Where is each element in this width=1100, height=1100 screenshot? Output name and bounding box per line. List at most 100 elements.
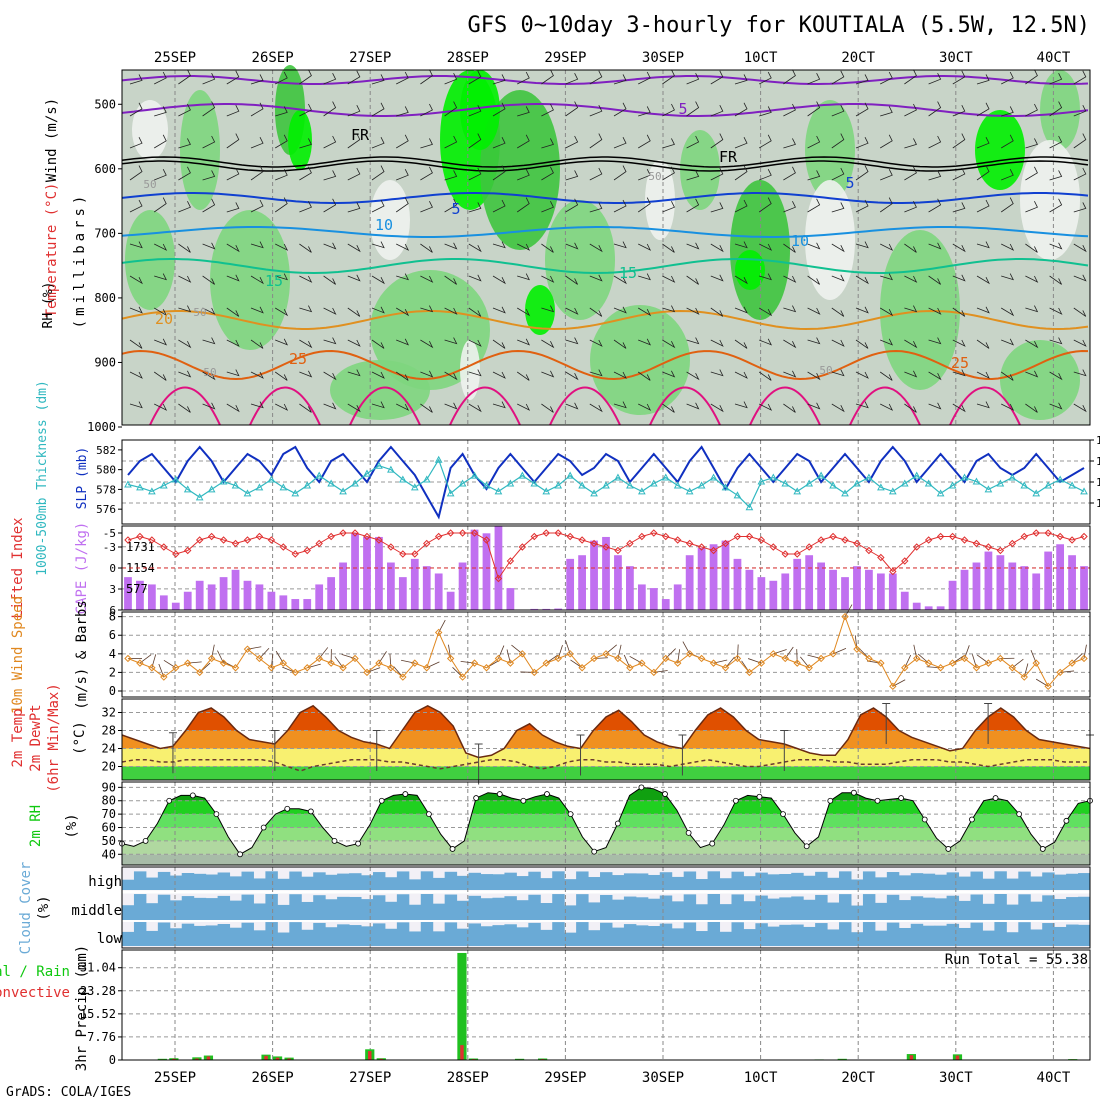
thickness-point [255, 483, 264, 491]
upper-barb [154, 71, 167, 85]
upper-barb [589, 243, 603, 253]
cape-bar [315, 584, 324, 610]
millibars-label: (millibars) [72, 192, 88, 329]
cloud-middle [934, 898, 948, 920]
wind-point [614, 654, 622, 663]
wind-point [996, 654, 1005, 663]
upper-barb [807, 402, 821, 410]
cape-bar [972, 562, 981, 610]
upper-barb [976, 401, 990, 409]
wind-point [709, 659, 718, 667]
upper-barb [492, 275, 506, 285]
cloud-high [1078, 873, 1091, 890]
cloud-high [408, 879, 422, 890]
cloud-high [337, 873, 350, 890]
upper-barb [734, 339, 748, 349]
rh-blob-20 [1040, 70, 1080, 150]
thickness-point [781, 479, 790, 487]
upper-barb [613, 102, 627, 117]
contour-30-arc-4 [549, 386, 621, 426]
upper-barb [613, 371, 627, 379]
lifted-point [638, 532, 646, 541]
cloud-low [707, 922, 721, 946]
thickness-point [124, 480, 132, 488]
lifted-point [984, 543, 993, 551]
wind-point [936, 664, 945, 672]
lifted-point [936, 532, 945, 541]
lifted-point [554, 529, 562, 537]
rh-point [166, 797, 173, 804]
cloud-high [349, 873, 362, 890]
top-date-2: 27SEP [349, 50, 391, 66]
upper-barb [807, 371, 821, 381]
wind-point [793, 659, 801, 667]
upper-barb [662, 69, 675, 85]
contour-label-1: FR [351, 126, 370, 144]
thickness-point [649, 479, 658, 487]
upper-barb [662, 275, 676, 283]
upper-barb [904, 339, 918, 349]
upper-barb [323, 198, 337, 213]
cape-bar [422, 566, 431, 610]
upper-barb [444, 337, 458, 345]
upper-barb [129, 74, 143, 85]
lifted-point [566, 532, 574, 541]
upper-barb [686, 402, 700, 410]
thickness-point [506, 479, 515, 487]
wind-point [972, 664, 981, 672]
cape-bar [1044, 551, 1053, 610]
upper-barb [880, 169, 893, 181]
upper-barb [734, 199, 748, 213]
rh-point [614, 820, 621, 827]
cloud-low [982, 930, 995, 946]
rh-point [1039, 846, 1046, 852]
cape-bar [136, 580, 144, 610]
upper-barb [371, 137, 385, 149]
cloud-low [731, 922, 744, 946]
upper-barb [178, 103, 191, 117]
thickness-point [363, 469, 371, 477]
cloud-middle [683, 894, 697, 920]
precip-conv-bar [264, 1055, 268, 1060]
cape-bar [829, 569, 837, 610]
upper-barb [662, 138, 675, 149]
contour-10 [121, 226, 1089, 238]
cloud-middle [743, 901, 756, 920]
cloud-middle [122, 905, 135, 920]
upper-barb [492, 371, 506, 379]
upper-barb [347, 369, 361, 377]
bottom-date-1: 26SEP [252, 1070, 294, 1086]
pressure-tick-800: 800 [94, 291, 116, 305]
cape-bar [207, 584, 216, 610]
lifted-point [446, 529, 455, 537]
precip-conv-bar [206, 1056, 211, 1060]
contour-5 [121, 192, 1089, 204]
upper-barb [710, 307, 724, 317]
contour-label-7: 15 [265, 272, 283, 290]
cape-bar [494, 526, 503, 610]
rh-band-4 [122, 787, 1090, 801]
cloud-high [623, 873, 637, 890]
upper-barb [928, 402, 942, 410]
upper-barb [1025, 103, 1038, 117]
cloud-middle [994, 894, 1007, 920]
cloud-middle [540, 903, 553, 920]
upper-barb [831, 202, 845, 213]
cloud-high [384, 877, 398, 890]
cloud-middle [1054, 898, 1067, 920]
upper-barb [202, 307, 216, 315]
top-date-8: 30CT [939, 50, 973, 66]
upper-barb [734, 137, 748, 149]
rh-tick-60: 60 [102, 821, 116, 835]
upper-barb [952, 202, 966, 213]
upper-barb [250, 306, 264, 314]
lifted-point [291, 550, 299, 558]
rh-base [122, 854, 1090, 865]
thickness-point [1056, 475, 1064, 483]
contour-30-arc-7 [849, 386, 921, 426]
cloud-low [265, 922, 278, 946]
cloud-high [898, 875, 912, 890]
dry-pocket-4 [1020, 140, 1080, 260]
upper-barb [807, 73, 821, 85]
thickness-point [171, 475, 180, 483]
